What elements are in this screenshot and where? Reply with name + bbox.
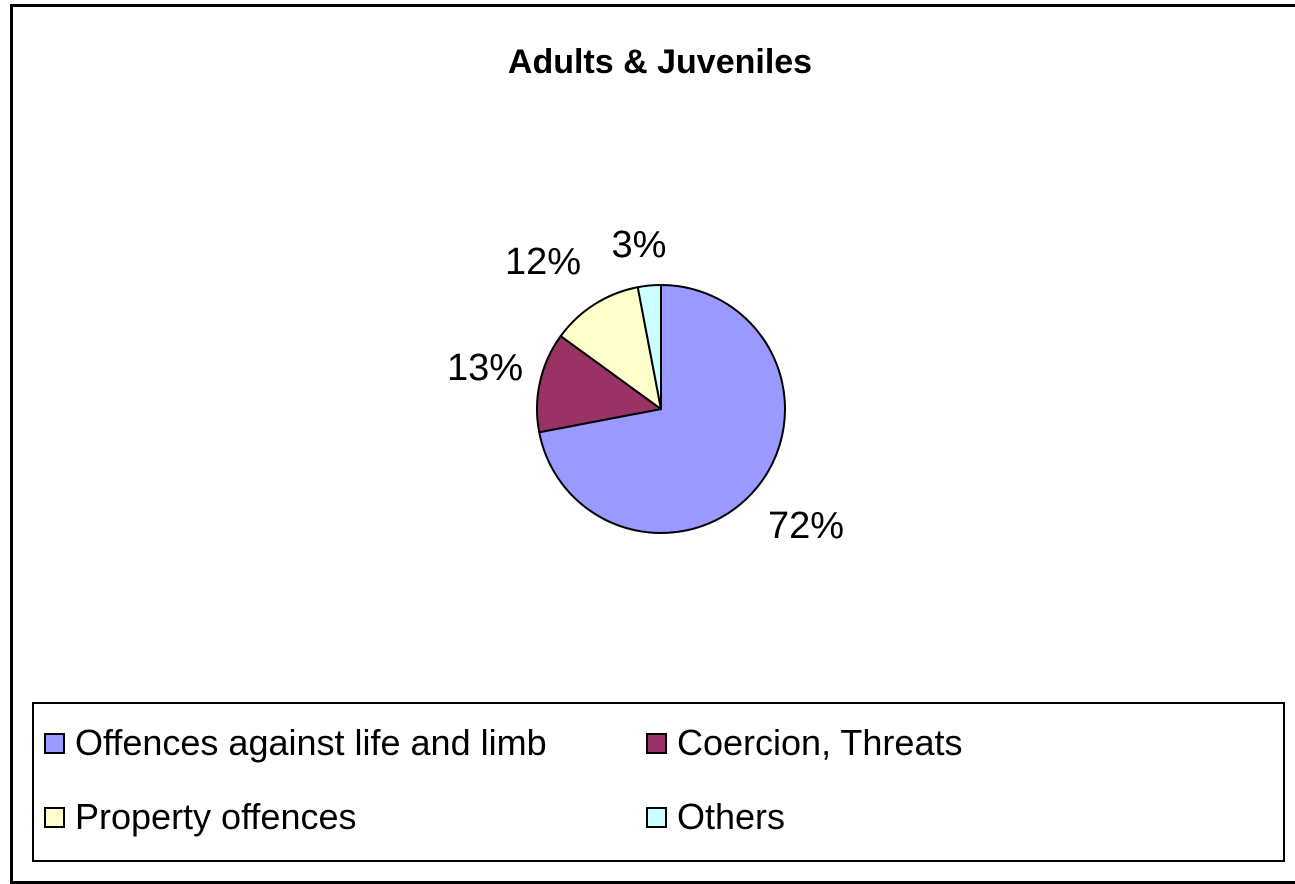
pie-slice-others (636, 284, 662, 410)
legend-swatch (44, 732, 65, 754)
slice-label-coercion-threats: 13% (447, 347, 523, 389)
legend-label: Property offences (75, 796, 357, 837)
slice-label-others: 3% (612, 224, 667, 266)
chart-title: Adults & Juveniles (507, 43, 813, 81)
slice-label-offences-against-life-and-limb: 72% (768, 505, 844, 547)
legend-label: Offences against life and limb (75, 722, 547, 763)
legend-swatch (44, 806, 65, 828)
legend-label: Coercion, Threats (677, 722, 963, 763)
legend: Offences against life and limb Coercion,… (32, 702, 1285, 862)
pie-slice-coercion-threats (536, 335, 662, 434)
legend-item-coercion-threats: Coercion, Threats (646, 722, 962, 764)
legend-item-offences-against-life-and-limb: Offences against life and limb (44, 722, 547, 764)
slice-label-property-offences: 12% (505, 241, 581, 283)
legend-swatch (646, 806, 667, 828)
legend-swatch (646, 732, 667, 754)
legend-label: Others (677, 796, 786, 837)
pie-slice-property-offences (559, 286, 662, 410)
legend-item-others: Others (646, 796, 785, 838)
pie-slice-offences-against-life-and-limb (538, 284, 786, 534)
legend-item-property-offences: Property offences (44, 796, 357, 838)
